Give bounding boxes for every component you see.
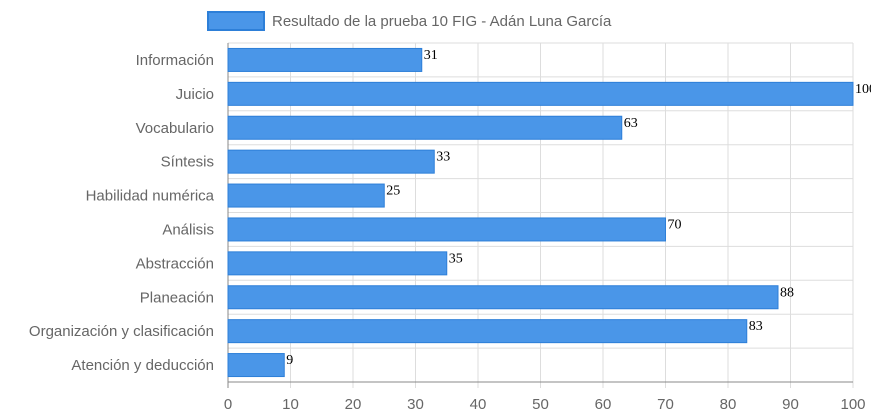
value-label: 100 bbox=[855, 82, 871, 97]
x-tick-label: 10 bbox=[282, 396, 299, 413]
bar[interactable] bbox=[227, 353, 285, 378]
bar[interactable] bbox=[227, 217, 666, 242]
bar[interactable] bbox=[227, 81, 854, 106]
x-tick-label: 80 bbox=[720, 396, 737, 413]
value-label: 9 bbox=[286, 353, 293, 368]
category-label: Síntesis bbox=[161, 154, 214, 171]
value-label: 70 bbox=[668, 217, 682, 232]
category-label: Vocabulario bbox=[136, 120, 214, 137]
x-tick-label: 0 bbox=[224, 396, 232, 413]
value-label: 25 bbox=[386, 184, 400, 199]
category-label: Juicio bbox=[176, 86, 214, 103]
bars bbox=[227, 47, 854, 378]
x-tick-label: 30 bbox=[407, 396, 424, 413]
legend-label: Resultado de la prueba 10 FIG - Adán Lun… bbox=[272, 13, 612, 30]
category-label: Planeación bbox=[140, 289, 214, 306]
x-tick-label: 40 bbox=[470, 396, 487, 413]
value-label: 63 bbox=[624, 116, 638, 131]
bar[interactable] bbox=[227, 183, 385, 208]
x-tick-label: 60 bbox=[595, 396, 612, 413]
value-label: 88 bbox=[780, 285, 794, 300]
category-label: Información bbox=[136, 52, 214, 69]
x-tick-label: 100 bbox=[840, 396, 865, 413]
x-tick-label: 70 bbox=[657, 396, 674, 413]
bar[interactable] bbox=[227, 285, 779, 310]
bar[interactable] bbox=[227, 47, 423, 72]
category-labels: Información Juicio Vocabulario Síntesis Habi… bbox=[29, 52, 215, 374]
x-tick-label: 20 bbox=[345, 396, 362, 413]
chart-legend[interactable]: Resultado de la prueba 10 FIG - Adán Lun… bbox=[207, 11, 612, 31]
bar[interactable] bbox=[227, 251, 448, 276]
category-label: Organización y clasificación bbox=[29, 323, 214, 340]
legend-swatch bbox=[207, 11, 265, 31]
category-label: Abstracción bbox=[136, 255, 214, 272]
x-tick-label: 50 bbox=[532, 396, 549, 413]
value-labels: 31 100 63 33 25 70 35 88 83 9 bbox=[286, 48, 871, 368]
category-label: Análisis bbox=[162, 221, 214, 238]
bar[interactable] bbox=[227, 319, 748, 344]
x-tick-label: 90 bbox=[782, 396, 799, 413]
value-label: 83 bbox=[749, 319, 763, 334]
bar[interactable] bbox=[227, 115, 623, 140]
value-label: 35 bbox=[449, 251, 463, 266]
category-label: Atención y deducción bbox=[71, 357, 214, 374]
x-tick-labels: 0 10 20 30 40 50 60 70 80 90 100 bbox=[224, 396, 866, 413]
category-label: Habilidad numérica bbox=[86, 188, 215, 205]
value-label: 33 bbox=[436, 150, 450, 165]
bar[interactable] bbox=[227, 149, 435, 174]
value-label: 31 bbox=[424, 48, 438, 63]
